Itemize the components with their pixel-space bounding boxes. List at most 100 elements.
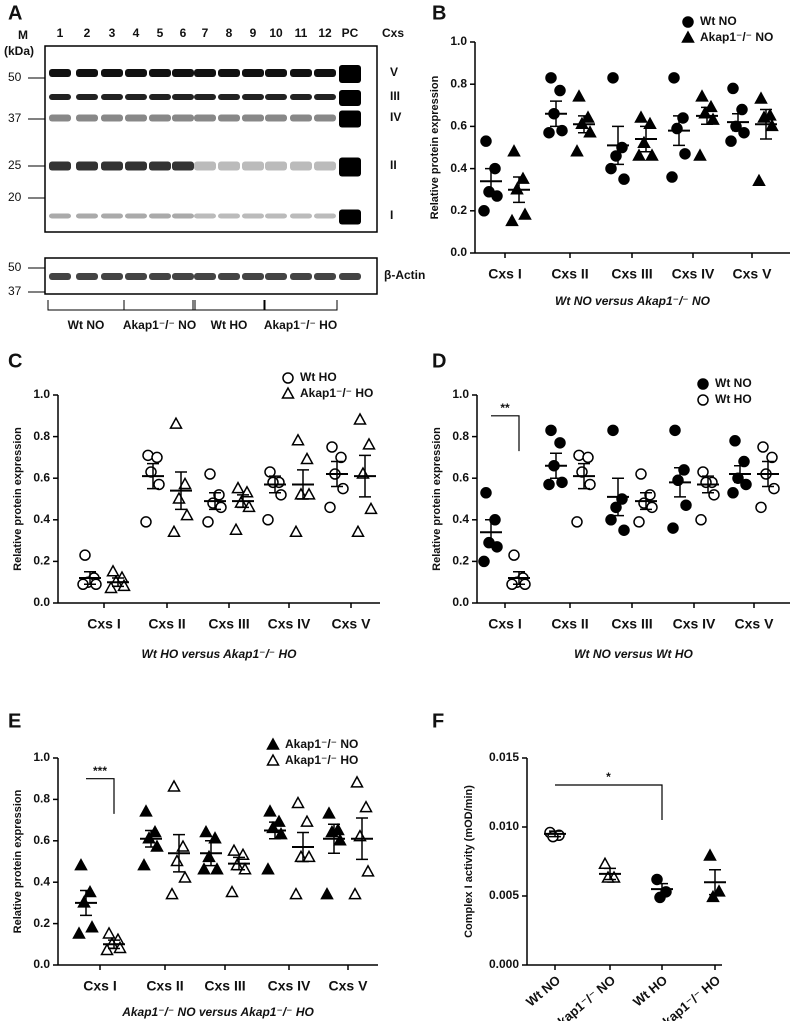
group-label: Akap1⁻/⁻ NO — [123, 318, 196, 332]
point — [231, 481, 245, 494]
significance-label: ** — [500, 401, 510, 415]
point — [605, 514, 617, 526]
y-tick-label: 1.0 — [450, 34, 467, 48]
lane-label: 5 — [157, 26, 164, 40]
error-bar — [297, 469, 309, 500]
legend-marker — [281, 386, 295, 399]
error-bar — [209, 492, 221, 511]
point — [176, 839, 190, 852]
band — [339, 157, 361, 177]
point — [554, 84, 566, 97]
significance-bracket — [86, 778, 115, 814]
y-tick-label: 0.4 — [450, 161, 467, 175]
group-label: Wt HO — [211, 318, 248, 332]
lane-label: 12 — [318, 26, 332, 40]
point — [669, 424, 681, 437]
actin-band — [149, 273, 171, 280]
actin-band — [125, 273, 147, 280]
legend-label: Akap1⁻/⁻ NO — [700, 30, 773, 44]
error-bar — [205, 840, 217, 867]
significance-label: * — [606, 770, 611, 784]
point — [480, 487, 492, 499]
point — [570, 144, 584, 157]
actin-band — [218, 273, 240, 280]
band — [242, 213, 264, 219]
lane-label: 3 — [109, 26, 116, 40]
x-tick-label: Cxs III — [611, 266, 652, 282]
band — [339, 110, 361, 128]
error-bar — [702, 475, 714, 494]
point — [234, 495, 248, 508]
point — [302, 849, 316, 863]
lane-label: 8 — [226, 26, 233, 40]
actin-band — [194, 273, 216, 280]
x-tick-label: Cxs IV — [672, 266, 715, 282]
point — [151, 451, 163, 464]
point — [140, 516, 152, 528]
point — [362, 437, 376, 450]
complex-label: IV — [390, 110, 401, 124]
point — [668, 72, 680, 84]
error-bar — [108, 939, 120, 950]
y-axis-label: Relative protein expression — [12, 789, 24, 933]
point — [227, 843, 241, 856]
y-tick-label: 0.8 — [33, 792, 50, 806]
point — [543, 478, 555, 491]
point — [300, 814, 314, 827]
point — [261, 862, 275, 875]
y-tick-label: 0.6 — [33, 470, 50, 484]
point — [262, 514, 274, 526]
point — [704, 99, 718, 113]
point — [645, 148, 659, 161]
x-tick-label: Cxs II — [146, 978, 183, 994]
point — [508, 549, 520, 561]
legend-marker — [681, 30, 695, 43]
error-bar — [550, 452, 562, 479]
point — [610, 501, 622, 514]
band — [339, 65, 361, 83]
error-bar — [173, 833, 185, 873]
y-tick-label: 0.8 — [33, 429, 50, 443]
point — [178, 476, 192, 490]
x-tick-label: Cxs I — [488, 266, 521, 282]
panel-letter: C — [8, 350, 22, 372]
point — [359, 800, 373, 813]
point — [289, 887, 303, 900]
point — [272, 814, 286, 827]
band — [290, 161, 312, 171]
point — [267, 476, 279, 489]
point — [740, 478, 752, 491]
error-bar — [709, 869, 721, 896]
band — [149, 94, 171, 100]
complex-label: V — [390, 65, 398, 79]
point — [167, 779, 181, 792]
point — [545, 424, 557, 437]
point — [651, 873, 663, 886]
lane-label: PC — [342, 26, 359, 40]
actin-band — [76, 273, 98, 280]
band — [172, 161, 194, 171]
y-axis-label: Relative protein expression — [429, 75, 441, 219]
error-bar — [84, 571, 96, 586]
band — [339, 209, 361, 225]
band — [125, 213, 147, 219]
y-tick-label: 1.0 — [33, 750, 50, 764]
y-tick-label: 0.0 — [33, 957, 50, 971]
error-bar — [760, 108, 772, 140]
error-bar — [674, 467, 686, 498]
point — [605, 162, 617, 175]
band — [218, 94, 240, 100]
actin-band — [49, 273, 71, 280]
point — [264, 466, 276, 478]
point — [725, 135, 737, 147]
y-tick-label: 0.0 — [450, 245, 467, 259]
error-bar — [328, 823, 340, 854]
band — [172, 69, 194, 77]
y-tick-label: 0.0 — [33, 595, 50, 609]
actin-band — [290, 273, 312, 280]
lane-label: 9 — [250, 26, 257, 40]
x-axis-label: Wt NO versus Akap1⁻/⁻ NO — [555, 294, 711, 308]
point — [322, 806, 336, 819]
marker-unit: (kDa) — [4, 44, 34, 58]
legend-label: Wt HO — [715, 392, 752, 406]
